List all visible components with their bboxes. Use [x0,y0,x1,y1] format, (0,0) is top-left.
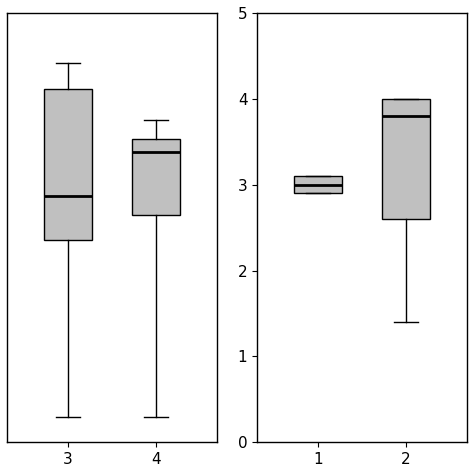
PathPatch shape [382,99,430,219]
PathPatch shape [44,89,92,240]
PathPatch shape [294,176,342,193]
PathPatch shape [132,139,180,215]
